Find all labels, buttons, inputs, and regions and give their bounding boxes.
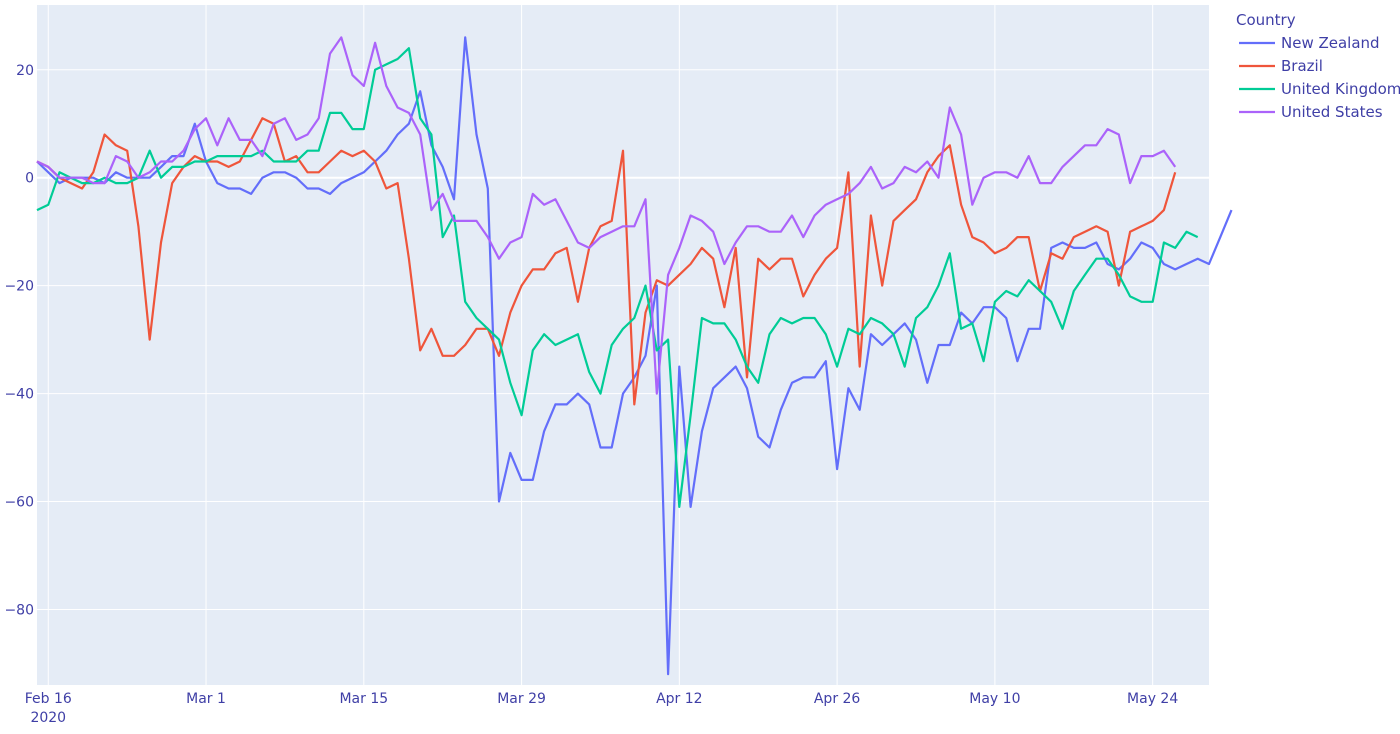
legend: Country New Zealand Brazil United Kingdom U… — [1236, 11, 1400, 121]
x-tick-label: May 10 — [969, 691, 1020, 707]
x-tick-label: Feb 16 — [25, 691, 72, 707]
y-tick-label: −40 — [4, 387, 34, 403]
x-tick-label: May 24 — [1127, 691, 1178, 707]
axes: 20 0 −20 −40 −60 −80 Feb 16 2020 Mar 1 Mar 15 Mar … — [4, 63, 1178, 726]
x-tick-label: Mar 29 — [497, 691, 546, 707]
y-tick-label: −20 — [4, 279, 34, 295]
y-tick-label: 0 — [25, 171, 34, 187]
y-tick-label: −80 — [4, 602, 34, 618]
legend-label: United Kingdom — [1281, 80, 1400, 98]
x-tick-sublabel: 2020 — [30, 710, 66, 726]
x-tick-label: Apr 26 — [814, 691, 861, 707]
x-tick-label: Mar 1 — [186, 691, 226, 707]
y-tick-label: −60 — [4, 495, 34, 511]
legend-label: New Zealand — [1281, 34, 1380, 52]
series-line-united-kingdom — [36, 47, 1199, 508]
y-tick-label: 20 — [16, 63, 34, 79]
plot-background — [37, 5, 1209, 685]
series-line-united-states — [36, 36, 1177, 395]
legend-label: Brazil — [1281, 57, 1323, 75]
series-line-brazil — [36, 117, 1177, 406]
grid-lines — [37, 5, 1209, 685]
legend-title: Country — [1236, 11, 1296, 29]
legend-label: United States — [1281, 103, 1383, 121]
series-lines — [36, 36, 1233, 676]
series-line-new-zealand — [36, 36, 1233, 676]
x-tick-label: Mar 15 — [339, 691, 388, 707]
x-tick-label: Apr 12 — [656, 691, 702, 707]
